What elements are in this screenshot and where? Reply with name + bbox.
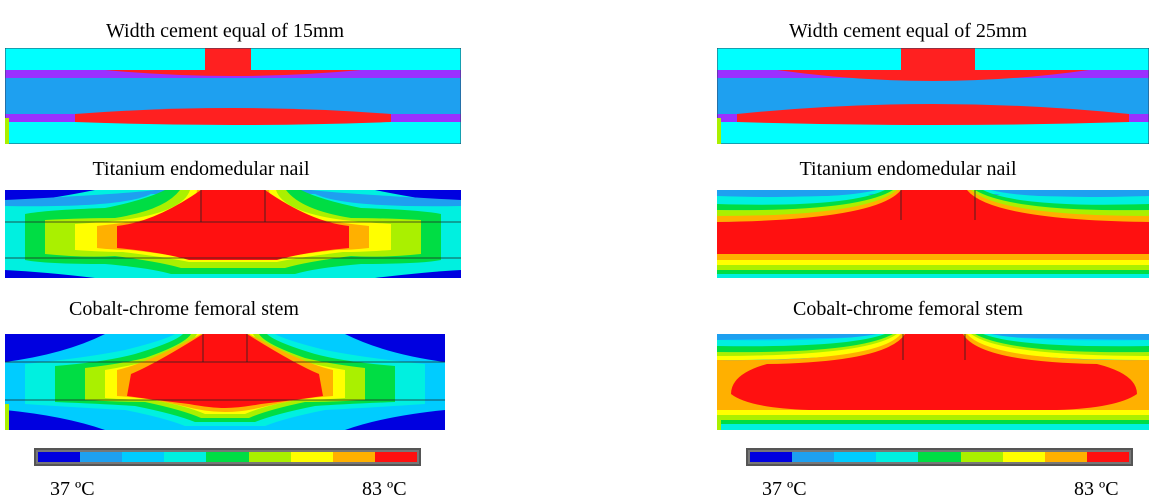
titanium-contour-15mm (5, 190, 461, 278)
colorbar-segment (248, 452, 291, 462)
cobalt-contour-15mm (5, 334, 445, 430)
schema-title-15mm: Width cement equal of 15mm (105, 20, 345, 42)
colorbar-segment (1002, 452, 1045, 462)
colorbar-segment (834, 452, 877, 462)
colorbar-segment (332, 452, 375, 462)
schema-title-25mm: Width cement equal of 25mm (788, 20, 1028, 42)
colorbar-max-label-left: 83 ºC (362, 478, 407, 500)
colorbar-segment (38, 452, 81, 462)
temperature-colorbar-right (746, 448, 1133, 466)
colorbar-min-label-left: 37 ºC (50, 478, 95, 500)
colorbar-segment (750, 452, 793, 462)
colorbar-segment (164, 452, 207, 462)
colorbar-segment (122, 452, 165, 462)
geometry-panel-15mm (5, 48, 461, 144)
colorbar-segment (80, 452, 123, 462)
titanium-title-15mm: Titanium endomedular nail (92, 158, 310, 180)
cobalt-title-15mm: Cobalt-chrome femoral stem (69, 298, 299, 320)
temperature-colorbar-left (34, 448, 421, 466)
geometry-panel-25mm (717, 48, 1151, 144)
colorbar-max-label-right: 83 ºC (1074, 478, 1119, 500)
colorbar-segment (206, 452, 249, 462)
colorbar-segment (374, 452, 417, 462)
colorbar-segment (1086, 452, 1129, 462)
cobalt-title-25mm: Cobalt-chrome femoral stem (793, 298, 1023, 320)
colorbar-min-label-right: 37 ºC (762, 478, 807, 500)
colorbar-segment (918, 452, 961, 462)
cobalt-contour-25mm (717, 334, 1149, 430)
colorbar-segment (1044, 452, 1087, 462)
titanium-contour-25mm (717, 190, 1149, 278)
colorbar-segment (290, 452, 333, 462)
colorbar-segment (792, 452, 835, 462)
colorbar-segment (960, 452, 1003, 462)
colorbar-segment (876, 452, 919, 462)
titanium-title-25mm: Titanium endomedular nail (799, 158, 1017, 180)
